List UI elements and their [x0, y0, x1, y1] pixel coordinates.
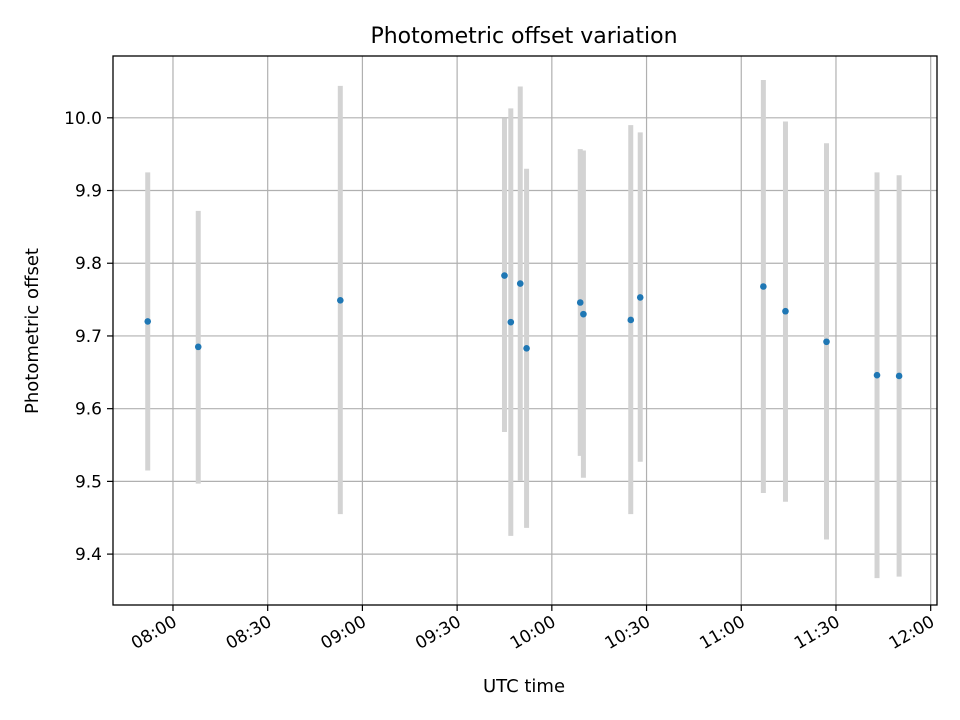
- data-point: [523, 345, 530, 352]
- chart-title: Photometric offset variation: [370, 24, 677, 49]
- data-point: [627, 316, 635, 324]
- x-tick-label: 10:30: [602, 612, 654, 654]
- x-tick-label: 09:00: [317, 612, 369, 654]
- data-point: [873, 371, 881, 379]
- data-point: [895, 372, 903, 380]
- x-tick-label: 11:30: [791, 612, 843, 654]
- data-point: [760, 283, 767, 290]
- data-point: [501, 272, 508, 279]
- x-tick-label: 09:30: [412, 612, 464, 654]
- y-axis: 9.4 9.5 9.6 9.7 9.8 9.9 10.0: [64, 109, 113, 565]
- y-tick-label: 10.0: [64, 109, 102, 129]
- plot-frame: [112, 55, 938, 606]
- x-tick-label: 12:00: [886, 612, 938, 654]
- error-bars: [145, 79, 902, 579]
- x-tick-label: 11:00: [696, 612, 748, 654]
- data-point: [507, 318, 515, 326]
- y-tick-label: 9.9: [75, 182, 102, 202]
- x-tick-label: 08:30: [223, 612, 275, 654]
- data-points: [144, 272, 903, 380]
- y-tick-label: 9.4: [75, 545, 102, 565]
- data-point: [576, 299, 584, 306]
- data-point: [144, 318, 152, 325]
- x-tick-label: 08:00: [128, 612, 180, 654]
- data-point: [823, 338, 830, 346]
- x-axis-label: UTC time: [483, 676, 565, 697]
- y-axis-label: Photometric offset: [22, 248, 43, 414]
- data-point: [516, 280, 524, 287]
- x-axis: 08:00 08:30 09:00 09:30 10:00 10:30 11:00 11:30…: [128, 605, 938, 654]
- y-tick-label: 9.7: [75, 327, 102, 347]
- x-tick-label: 10:00: [507, 612, 559, 654]
- data-point: [337, 297, 344, 304]
- data-point: [194, 343, 202, 351]
- data-point: [782, 307, 789, 315]
- y-tick-label: 9.6: [75, 400, 102, 420]
- y-tick-label: 9.5: [75, 472, 102, 492]
- data-point: [580, 310, 587, 318]
- data-point: [636, 294, 644, 301]
- y-tick-label: 9.8: [75, 254, 102, 274]
